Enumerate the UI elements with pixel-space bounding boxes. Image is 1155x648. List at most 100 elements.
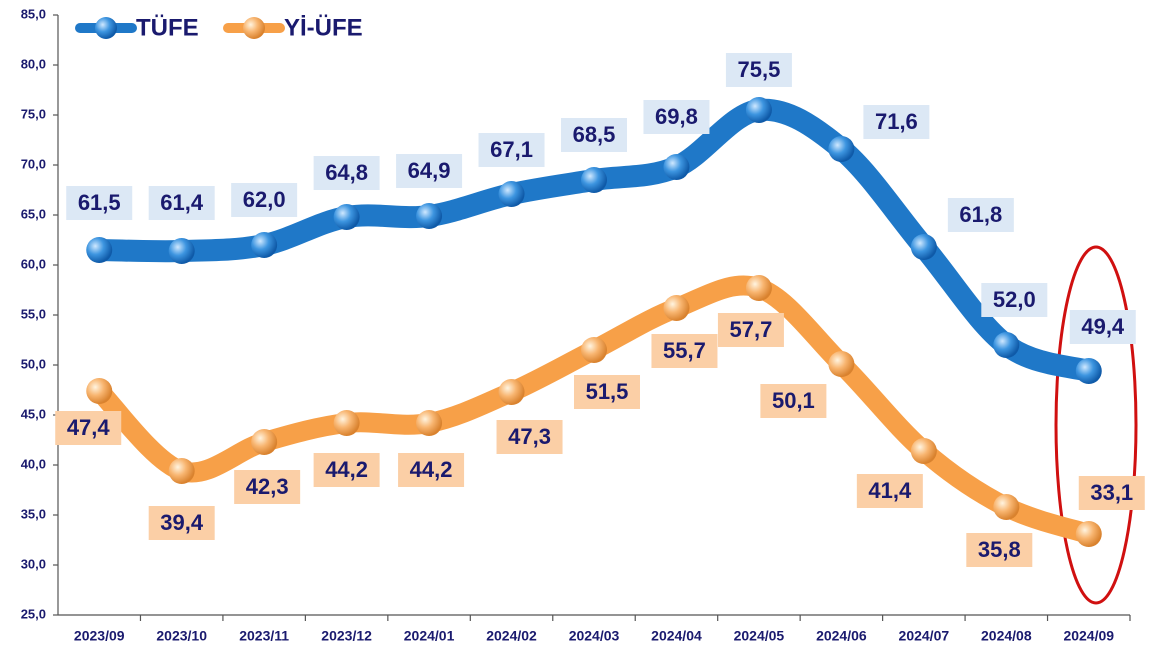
data-label: 42,3: [246, 474, 289, 499]
label-box: [313, 453, 380, 487]
y-tick-label: 55,0: [21, 306, 46, 321]
point-marker: [416, 410, 443, 436]
label-box: [561, 118, 627, 152]
label-box: [313, 156, 380, 190]
label-box: [496, 420, 563, 454]
data-label: 57,7: [730, 317, 773, 342]
label-box: [148, 186, 215, 220]
data-label: 39,4: [160, 510, 204, 535]
y-tick-label: 60,0: [21, 256, 46, 271]
data-label: 64,8: [325, 160, 368, 185]
point-marker: [663, 295, 690, 321]
label-box: [231, 183, 298, 217]
x-tick-label: 2024/02: [486, 628, 537, 644]
legend-marker: [95, 17, 117, 39]
point-marker: [828, 136, 855, 162]
data-label: 44,2: [410, 457, 453, 482]
label-box: [863, 105, 930, 139]
point-marker: [251, 429, 278, 455]
y-tick-label: 85,0: [21, 6, 46, 21]
label-box: [651, 334, 718, 368]
x-tick-label: 2024/04: [651, 628, 702, 644]
data-label: 67,1: [490, 137, 533, 162]
label-box: [1078, 476, 1145, 510]
y-tick-label: 45,0: [21, 406, 46, 421]
x-tick-label: 2024/06: [816, 628, 867, 644]
point-marker: [993, 332, 1020, 358]
point-marker: [498, 181, 525, 207]
label-box: [966, 533, 1033, 567]
y-tick-label: 75,0: [21, 106, 46, 121]
x-tick-label: 2023/09: [74, 628, 125, 644]
label-box: [760, 384, 827, 418]
label-box: [55, 411, 122, 445]
point-marker: [168, 238, 195, 264]
label-box: [234, 470, 301, 504]
data-label: 61,4: [160, 190, 204, 215]
label-box: [574, 375, 640, 409]
label-box: [725, 53, 792, 87]
legend-label: TÜFE: [136, 14, 199, 41]
data-label: 75,5: [738, 57, 781, 82]
point-marker: [663, 154, 690, 180]
x-tick-label: 2024/09: [1063, 628, 1114, 644]
point-marker: [1075, 358, 1102, 384]
label-box: [643, 100, 710, 134]
y-tick-label: 65,0: [21, 206, 46, 221]
x-tick-label: 2024/08: [981, 628, 1032, 644]
data-label: 61,8: [959, 202, 1002, 227]
label-box: [1069, 310, 1136, 344]
data-label: 52,0: [993, 287, 1036, 312]
point-marker: [581, 337, 607, 363]
label-box: [856, 474, 923, 508]
label-box: [717, 313, 784, 347]
data-label: 62,0: [243, 187, 286, 212]
y-tick-label: 40,0: [21, 456, 46, 471]
y-tick-label: 80,0: [21, 56, 46, 71]
x-tick-label: 2024/01: [404, 628, 455, 644]
y-tick-label: 35,0: [21, 506, 46, 521]
point-marker: [251, 232, 278, 258]
point-marker: [86, 237, 113, 263]
point-marker: [745, 275, 772, 301]
point-marker: [910, 438, 937, 464]
data-label: 47,3: [508, 424, 551, 449]
point-marker: [416, 203, 443, 229]
point-marker: [168, 458, 195, 484]
data-label: 64,9: [408, 158, 451, 183]
label-box: [396, 154, 463, 188]
x-tick-label: 2024/05: [734, 628, 785, 644]
data-label: 50,1: [772, 388, 815, 413]
data-label: 51,5: [586, 379, 629, 404]
y-tick-label: 25,0: [21, 606, 46, 621]
point-marker: [498, 379, 525, 405]
data-label: 35,8: [978, 537, 1021, 562]
x-tick-label: 2024/07: [899, 628, 950, 644]
y-tick-label: 50,0: [21, 356, 46, 371]
label-box: [478, 133, 545, 167]
point-marker: [333, 204, 360, 230]
point-marker: [745, 97, 772, 123]
point-marker: [581, 167, 607, 193]
label-box: [981, 283, 1048, 317]
y-tick-label: 30,0: [21, 556, 46, 571]
data-label: 44,2: [325, 457, 368, 482]
data-label: 33,1: [1090, 480, 1133, 505]
point-marker: [86, 378, 113, 404]
legend-marker: [243, 17, 265, 39]
label-box: [66, 186, 133, 220]
label-box: [947, 198, 1014, 232]
point-marker: [1075, 521, 1102, 547]
label-box: [148, 506, 215, 540]
data-label: 55,7: [663, 338, 706, 363]
x-tick-label: 2023/12: [321, 628, 372, 644]
x-tick-label: 2023/11: [239, 628, 289, 644]
data-label: 41,4: [868, 478, 912, 503]
y-tick-label: 70,0: [21, 156, 46, 171]
point-marker: [828, 351, 855, 377]
data-label: 71,6: [875, 109, 918, 134]
data-label: 61,5: [78, 190, 121, 215]
point-marker: [910, 234, 937, 260]
data-label: 69,8: [655, 104, 698, 129]
